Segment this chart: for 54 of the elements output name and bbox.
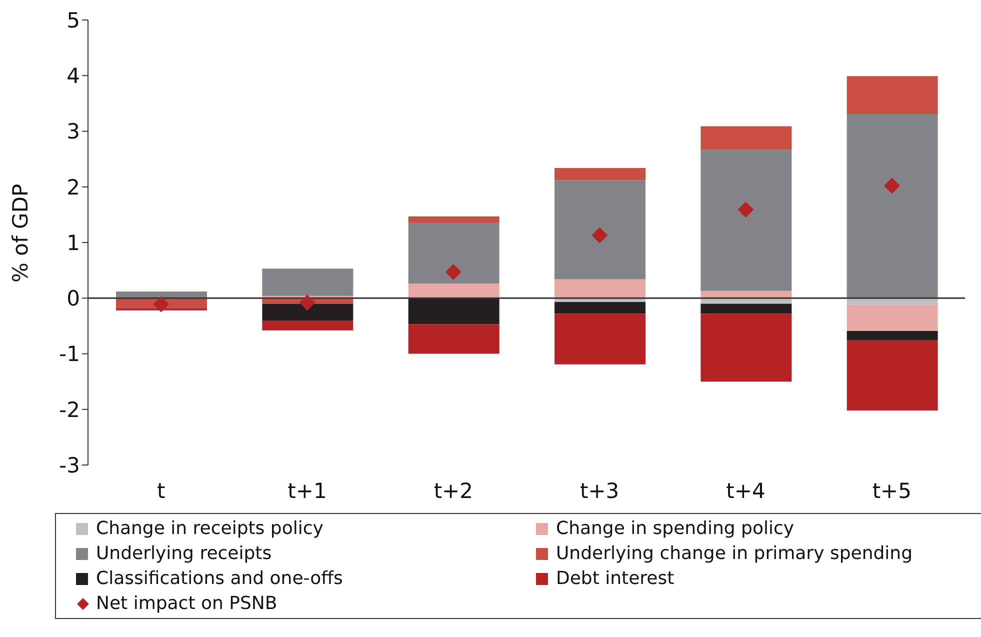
point bbox=[153, 296, 170, 312]
point bbox=[884, 178, 900, 194]
bar bbox=[700, 290, 792, 298]
y-tick-label: 5 bbox=[66, 8, 80, 32]
bar bbox=[116, 291, 207, 298]
bar bbox=[408, 216, 500, 222]
bar bbox=[262, 320, 354, 330]
bar bbox=[846, 304, 938, 331]
y-tick-label: -3 bbox=[59, 453, 80, 478]
legend-label: Underlying receipts bbox=[96, 542, 272, 566]
legend-label: Change in spending policy bbox=[556, 517, 794, 541]
legend-label: Change in receipts policy bbox=[96, 517, 324, 541]
bar bbox=[408, 222, 500, 284]
y-tick-label: 1 bbox=[66, 230, 80, 255]
bar bbox=[846, 298, 938, 305]
legend-label: Classifications and one-offs bbox=[96, 567, 343, 591]
bar bbox=[700, 126, 792, 150]
bar bbox=[262, 304, 354, 321]
point bbox=[299, 294, 316, 311]
y-tick-label: 3 bbox=[66, 120, 80, 144]
x-tick-label: t+3 bbox=[580, 478, 620, 503]
y-tick-label: 2 bbox=[66, 175, 80, 200]
point bbox=[738, 202, 754, 218]
bar bbox=[554, 314, 646, 364]
y-tick-label: 0 bbox=[66, 286, 80, 311]
bar bbox=[700, 314, 792, 382]
y-tick-label: -2 bbox=[59, 398, 80, 422]
bar bbox=[846, 76, 938, 114]
y-tick-label: 4 bbox=[66, 64, 80, 88]
bar bbox=[262, 268, 354, 296]
point bbox=[592, 227, 608, 244]
x-tick-label: t+2 bbox=[434, 478, 474, 503]
legend-label: Debt interest bbox=[556, 567, 674, 591]
legend-label: Underlying change in primary spending bbox=[556, 542, 913, 566]
bar bbox=[408, 298, 500, 324]
bar bbox=[408, 324, 500, 354]
bar bbox=[554, 302, 646, 314]
y-tick-label: -1 bbox=[59, 342, 80, 366]
point bbox=[445, 264, 462, 280]
bar bbox=[554, 180, 646, 280]
bar bbox=[408, 284, 500, 298]
legend-label: Net impact on PSNB bbox=[96, 592, 278, 616]
bar bbox=[846, 340, 938, 410]
bar bbox=[700, 304, 792, 314]
bar bbox=[846, 330, 938, 340]
y-axis-title: % of GDP bbox=[8, 184, 32, 282]
x-tick-label: t+5 bbox=[872, 478, 912, 503]
bar bbox=[700, 150, 792, 291]
x-tick-label: t+1 bbox=[288, 478, 327, 503]
bar bbox=[846, 114, 938, 298]
x-tick-label: t+4 bbox=[726, 478, 766, 503]
x-tick-label: t bbox=[156, 478, 166, 503]
bar bbox=[554, 279, 646, 298]
bar bbox=[554, 168, 646, 180]
